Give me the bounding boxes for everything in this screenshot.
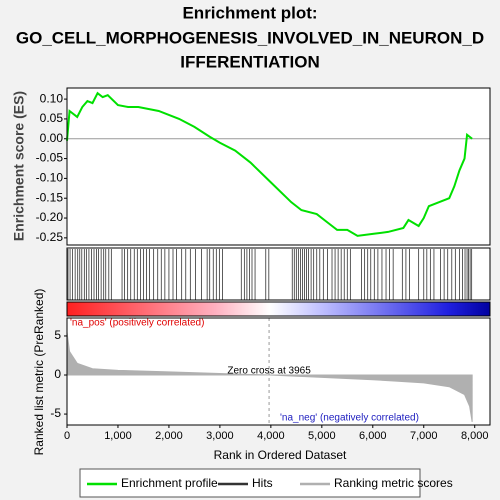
y-tick-label: 5 <box>54 328 61 342</box>
legend-label: Ranking metric scores <box>334 476 453 490</box>
y-tick-label: -0.20 <box>36 210 64 224</box>
panel-frame <box>66 247 491 301</box>
x-tick-label: 7,000 <box>410 430 438 442</box>
x-axis-label: Rank in Ordered Dataset <box>214 448 347 462</box>
chart-title: Enrichment plot: <box>182 3 317 22</box>
y-axis-label: Enrichment score (ES) <box>11 91 27 241</box>
y-axis-label: Ranked list metric (PreRanked) <box>32 289 46 456</box>
annotation: 'na_neg' (negatively correlated) <box>280 413 419 424</box>
annotation: 'na_pos' (positively correlated) <box>70 318 204 329</box>
zero-cross-label: Zero cross at 3965 <box>227 366 311 377</box>
x-tick-label: 8,000 <box>461 430 489 442</box>
x-tick-label: 2,000 <box>155 430 183 442</box>
y-tick-label: 0.05 <box>40 111 64 125</box>
x-tick-label: 0 <box>64 430 70 442</box>
x-tick-label: 6,000 <box>359 430 387 442</box>
metric-area <box>66 331 473 422</box>
y-tick-label: -0.10 <box>36 171 64 185</box>
panel-frame <box>66 87 491 246</box>
legend <box>79 468 421 498</box>
x-tick-label: 1,000 <box>104 430 132 442</box>
y-tick-label: 0.10 <box>40 91 64 105</box>
es-line <box>66 91 473 237</box>
legend-label: Enrichment profile <box>121 476 218 490</box>
panel-frame <box>66 317 491 426</box>
color-bar <box>67 302 490 316</box>
legend-label: Hits <box>252 476 273 490</box>
panel-frame <box>66 301 491 317</box>
x-tick-label: 3,000 <box>206 430 234 442</box>
chart-title: GO_CELL_MORPHOGENESIS_INVOLVED_IN_NEURON… <box>16 28 484 47</box>
y-tick-label: -0.05 <box>36 151 64 165</box>
chart-title: IFFERENTIATION <box>180 52 319 71</box>
y-tick-label: -0.25 <box>36 230 64 244</box>
y-tick-label: 0 <box>54 367 61 381</box>
y-tick-label: -0.15 <box>36 190 64 204</box>
x-tick-label: 5,000 <box>308 430 336 442</box>
y-tick-label: 0.00 <box>40 131 64 145</box>
x-tick-label: 4,000 <box>257 430 285 442</box>
y-tick-label: -5 <box>50 406 61 420</box>
